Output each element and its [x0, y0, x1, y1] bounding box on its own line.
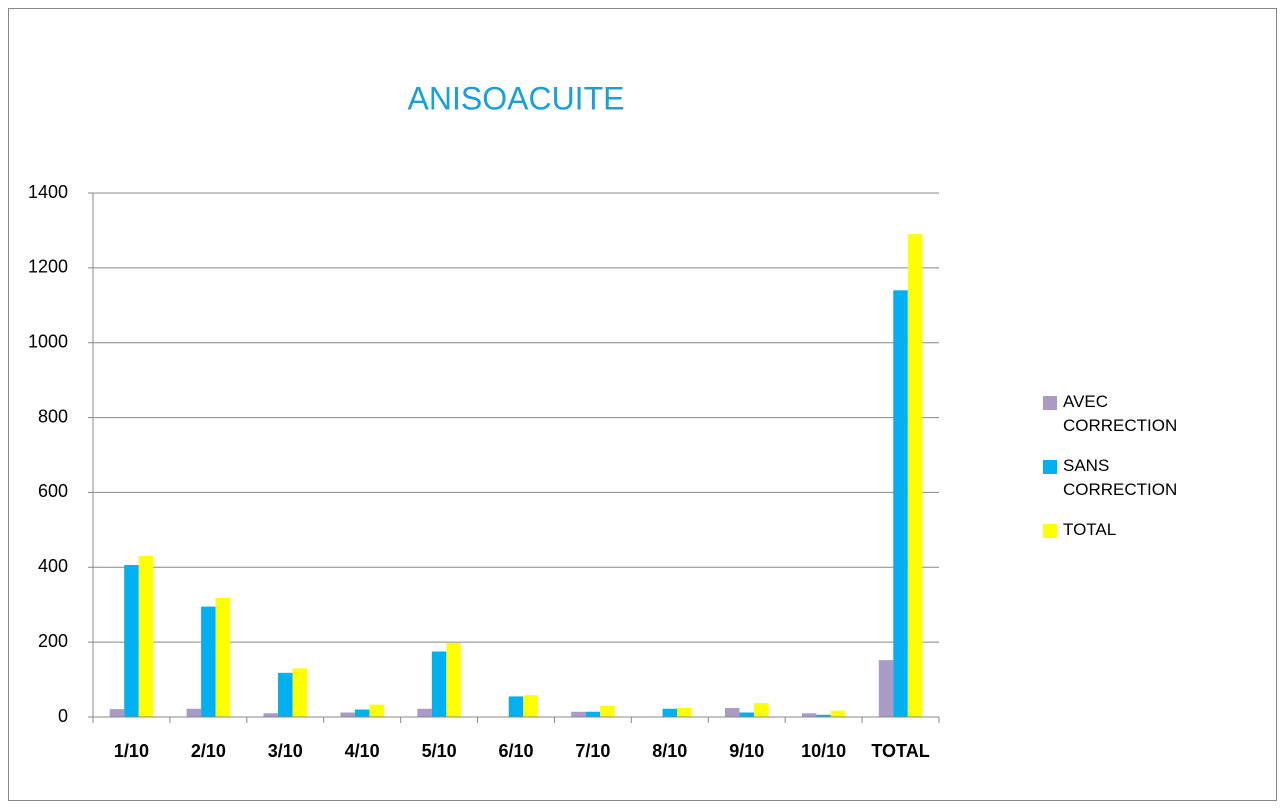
bar	[753, 703, 769, 717]
y-tick-label: 400	[38, 556, 68, 576]
bar	[585, 711, 601, 717]
bar	[523, 695, 538, 717]
y-tick-label: 1400	[28, 182, 68, 202]
x-tick-label: 5/10	[422, 741, 457, 761]
x-tick-label: 7/10	[575, 741, 610, 761]
x-tick-label: 3/10	[268, 741, 303, 761]
chart-title: ANISOACUITE	[408, 80, 625, 116]
bar	[340, 712, 355, 717]
bar	[724, 708, 740, 717]
y-tick-label: 200	[38, 631, 68, 651]
legend-swatch	[1043, 524, 1057, 538]
x-tick-label: 10/10	[801, 741, 846, 761]
legend-label: SANS CORRECTION	[1063, 456, 1178, 499]
bar	[201, 606, 216, 717]
legend-item: AVEC CORRECTION	[1040, 390, 1213, 438]
chart-frame	[8, 8, 1277, 801]
bar	[278, 672, 293, 717]
y-tick-label: 800	[38, 406, 68, 426]
bar	[801, 713, 817, 717]
bar	[662, 708, 678, 717]
legend-item: TOTAL	[1040, 518, 1213, 542]
bar	[431, 651, 447, 717]
bar	[600, 705, 615, 717]
x-tick-label: 9/10	[729, 741, 764, 761]
bar	[739, 712, 754, 717]
x-tick-label: 1/10	[114, 741, 149, 761]
y-tick-label: 0	[58, 706, 68, 726]
x-tick-label: 6/10	[498, 741, 533, 761]
bar	[508, 696, 524, 717]
bar	[263, 713, 279, 717]
y-tick-label: 600	[38, 481, 68, 501]
bar	[446, 642, 461, 717]
bar	[571, 711, 586, 717]
x-tick-label: 4/10	[345, 741, 380, 761]
bar	[893, 290, 908, 717]
bar	[138, 556, 154, 717]
legend-item: SANS CORRECTION	[1040, 454, 1213, 502]
legend-swatch	[1043, 460, 1057, 474]
bar	[215, 597, 231, 717]
bar	[354, 709, 370, 717]
bar	[417, 708, 432, 717]
bar	[830, 710, 846, 717]
y-tick-label: 1000	[28, 331, 68, 351]
bar	[907, 234, 923, 717]
legend-label: TOTAL	[1063, 520, 1117, 539]
bar	[292, 668, 308, 717]
x-tick-label: 2/10	[191, 741, 226, 761]
y-tick-label: 1200	[28, 257, 68, 277]
bar	[109, 709, 125, 717]
bar	[878, 660, 894, 717]
bar	[186, 708, 202, 717]
legend: AVEC CORRECTION SANS CORRECTION TOTAL	[1040, 390, 1240, 558]
bar	[677, 708, 692, 717]
legend-swatch	[1043, 396, 1057, 410]
bar	[816, 714, 831, 717]
x-tick-label: 8/10	[652, 741, 687, 761]
bar	[124, 565, 139, 717]
bar	[369, 704, 384, 717]
legend-label: AVEC CORRECTION	[1063, 392, 1178, 435]
x-tick-label: TOTAL	[871, 741, 929, 761]
